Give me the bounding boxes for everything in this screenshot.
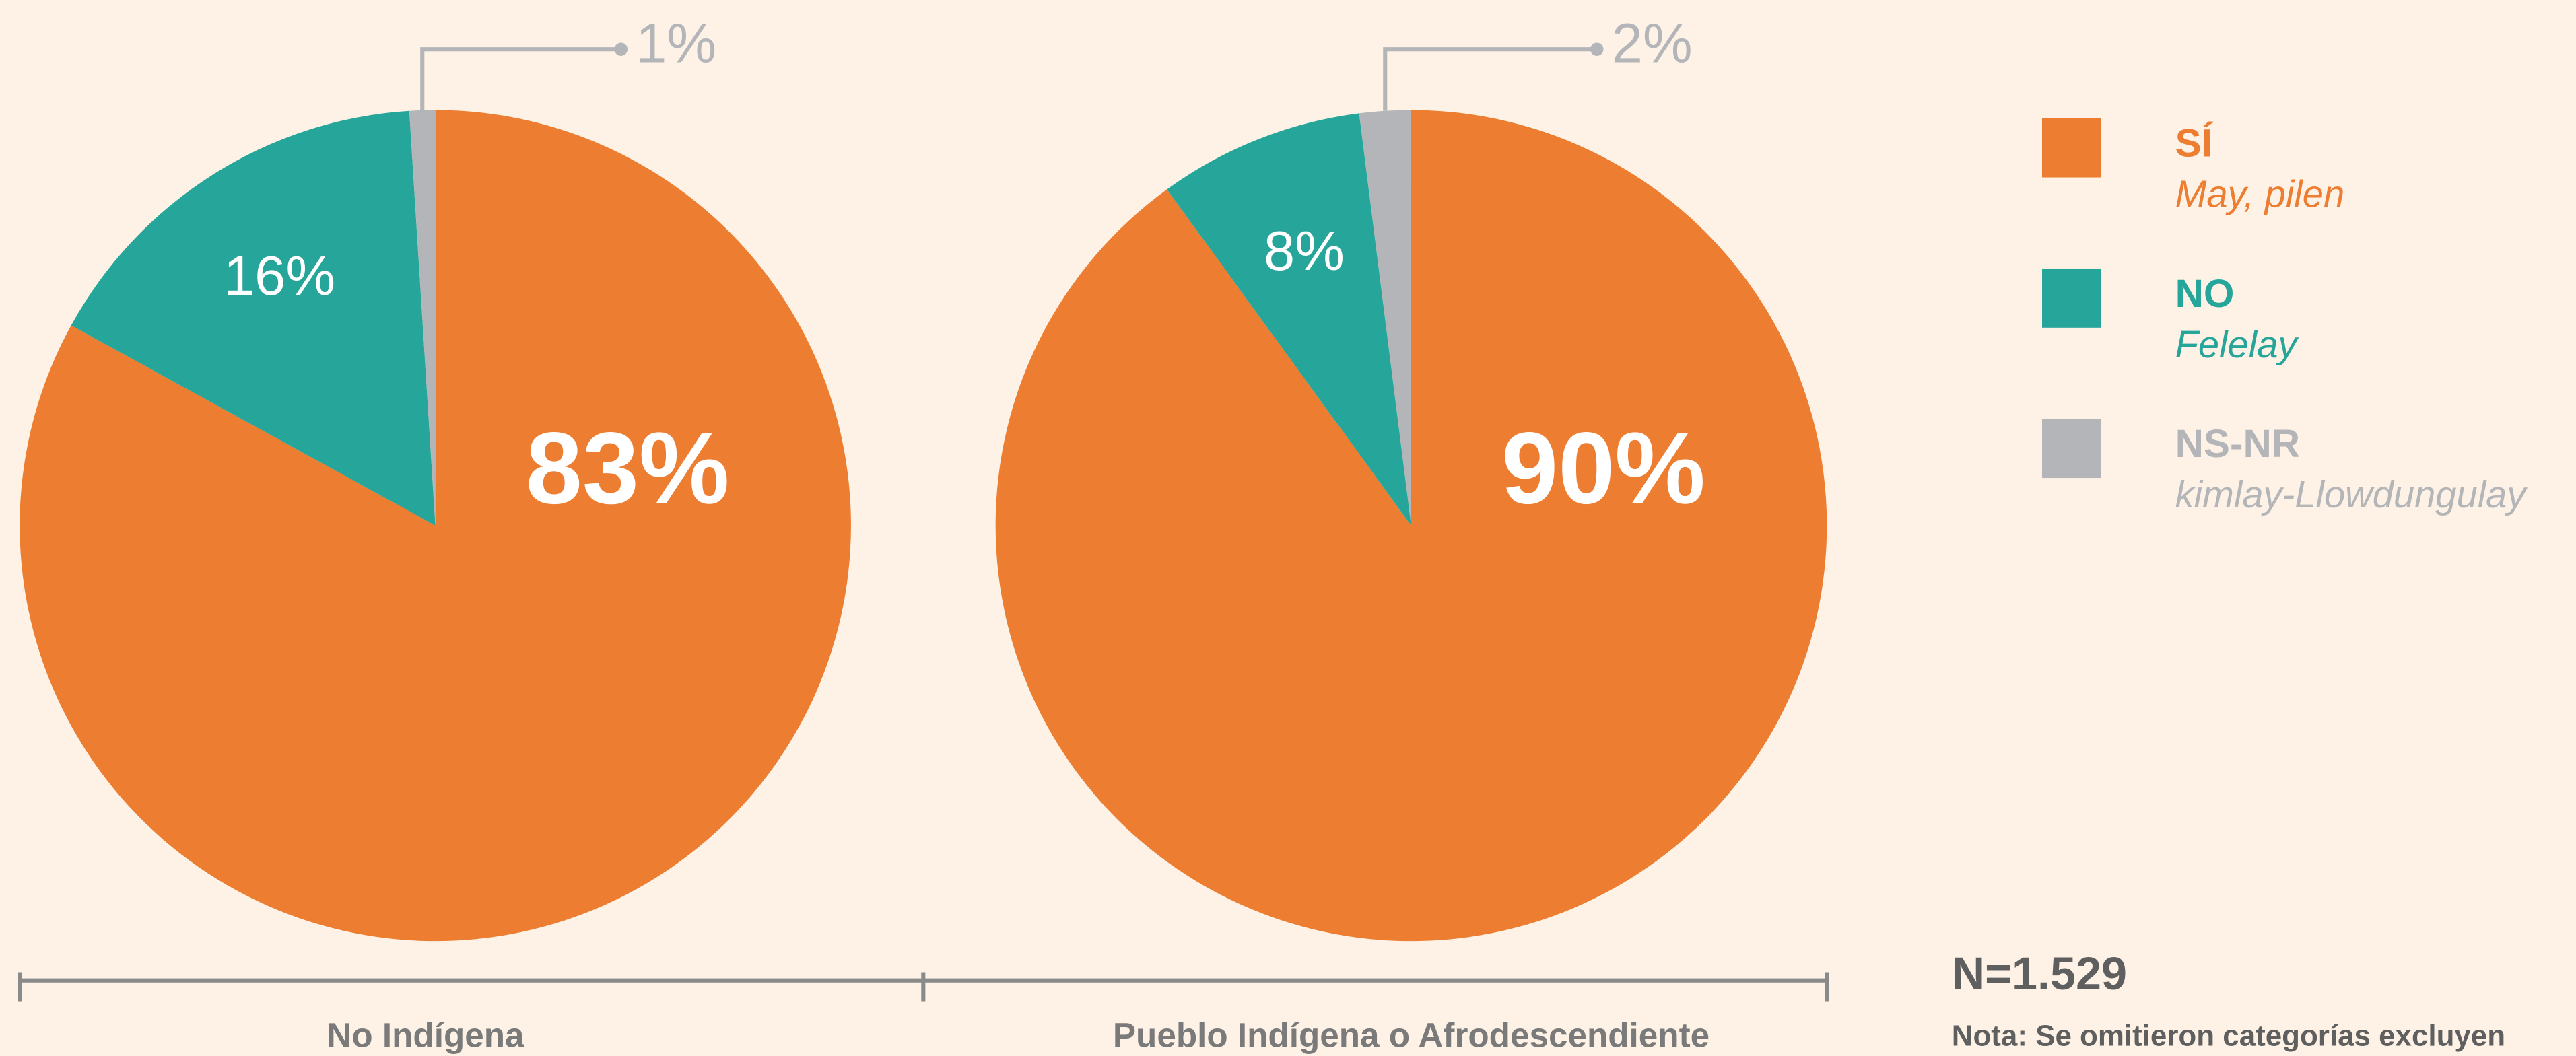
legend-label: NS-NR bbox=[2175, 422, 2300, 466]
note: Nota: Se omitieron categorías excluyen bbox=[1952, 1020, 2505, 1053]
leader-dot bbox=[1590, 42, 1604, 56]
pie-slice bbox=[1359, 110, 1412, 526]
category-label: Pueblo Indígena o Afrodescendiente bbox=[1113, 1016, 1709, 1055]
legend-sublabel: Felelay bbox=[2175, 323, 2299, 365]
value-label: 90% bbox=[1501, 412, 1705, 526]
value-label: 2% bbox=[1612, 12, 1693, 75]
legend-sublabel: May, pilen bbox=[2175, 173, 2345, 215]
pie-slice bbox=[995, 110, 1827, 942]
value-label: 1% bbox=[636, 12, 716, 75]
legend-swatch bbox=[2041, 118, 2101, 178]
pie-slice bbox=[71, 110, 436, 526]
leader-line bbox=[1383, 47, 1597, 111]
pie-slice bbox=[409, 110, 436, 526]
value-label: 8% bbox=[1264, 219, 1345, 282]
sample-size: N=1.529 bbox=[1952, 948, 2127, 999]
category-label: No Indígena bbox=[327, 1016, 524, 1055]
pie-slice bbox=[1167, 113, 1412, 526]
leader-line bbox=[420, 47, 621, 110]
legend-label: NO bbox=[2175, 272, 2235, 316]
legend-swatch bbox=[2041, 268, 2101, 328]
legend-sublabel: kimlay-Llowdungulay bbox=[2175, 473, 2528, 516]
legend-label: SÍ bbox=[2175, 121, 2214, 166]
value-label: 16% bbox=[224, 244, 335, 307]
legend-swatch bbox=[2041, 419, 2101, 479]
value-label: 83% bbox=[526, 412, 730, 526]
pie-slice bbox=[20, 110, 851, 942]
category-bracket bbox=[18, 972, 1829, 1002]
leader-dot bbox=[614, 42, 628, 56]
